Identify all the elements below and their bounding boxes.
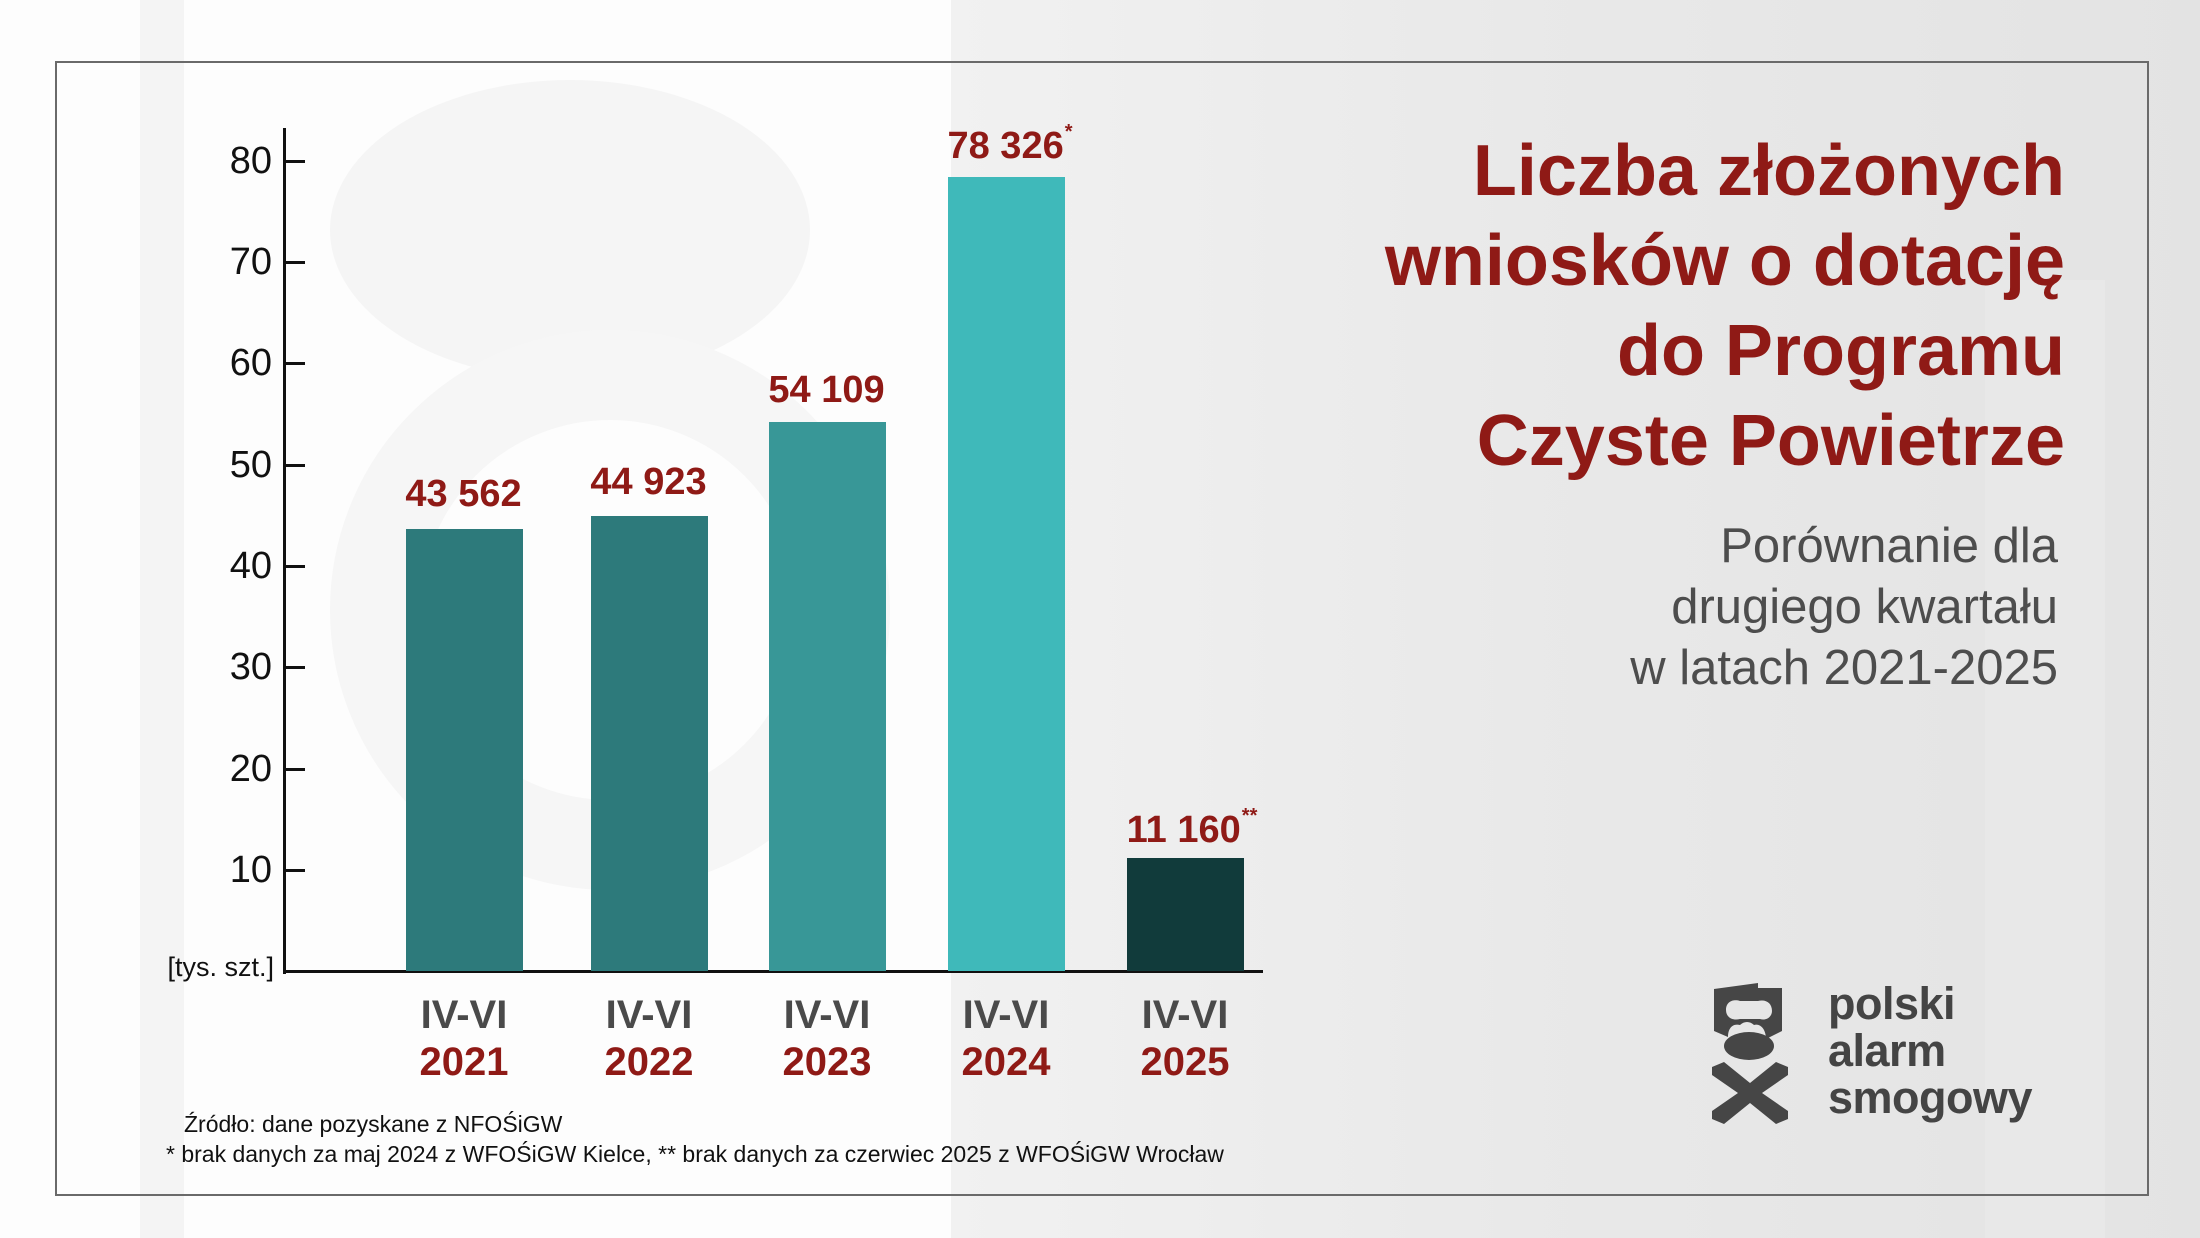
x-label-year: 2023 (782, 1040, 872, 1084)
y-tick-label: 60 (229, 342, 272, 384)
y-tick (285, 362, 305, 365)
y-axis-unit-label: [tys. szt.] (167, 952, 274, 982)
background-stripe (140, 0, 184, 1238)
x-label-period: IV-VI (962, 993, 1050, 1037)
logo-line: alarm (1828, 1025, 1946, 1076)
x-label-period: IV-VI (1141, 993, 1229, 1037)
x-label-year: 2024 (961, 1040, 1051, 1084)
y-tick-label: 70 (229, 241, 272, 283)
bar-value-label: 11 160** (1126, 805, 1258, 851)
x-label-year: 2021 (419, 1040, 509, 1084)
bar-value-label: 78 326* (947, 121, 1073, 167)
y-tick-label: 80 (229, 140, 272, 182)
y-tick-label: 20 (229, 748, 272, 790)
bar-value-label: 44 923 (590, 461, 707, 503)
y-tick (285, 464, 305, 467)
y-tick (285, 261, 305, 264)
logo-line: smogowy (1828, 1072, 2033, 1123)
subtitle-line: drugiego kwartału (1671, 580, 2058, 634)
title-line: wniosków o dotację (1384, 221, 2065, 301)
title-line: Czyste Powietrze (1476, 401, 2065, 481)
footnote-missing-data: * brak danych za maj 2024 z WFOŚiGW Kiel… (166, 1141, 1224, 1167)
logo-text: polski alarm smogowy (1828, 978, 2033, 1123)
source-note: Źródło: dane pozyskane z NFOŚiGW (184, 1111, 563, 1137)
y-axis (283, 128, 286, 974)
subtitle-line: w latach 2021-2025 (1630, 641, 2058, 695)
bar-value-label: 54 109 (768, 369, 885, 411)
subtitle: Porównanie dla drugiego kwartału w latac… (1630, 516, 2058, 699)
logo-line: polski (1828, 978, 1956, 1029)
bar-2025 (1127, 858, 1244, 971)
title-line: Liczba złożonych (1472, 131, 2065, 211)
bar-2022 (591, 516, 708, 971)
background-stripe (1985, 280, 2105, 1238)
y-tick-label: 10 (229, 849, 272, 891)
y-tick (285, 160, 305, 163)
y-tick-label: 40 (229, 545, 272, 587)
y-tick (285, 768, 305, 771)
y-tick (285, 565, 305, 568)
x-label-period: IV-VI (420, 993, 508, 1037)
y-tick (285, 666, 305, 669)
watermark-shape (330, 80, 810, 380)
page-title: Liczba złożonych wniosków o dotację do P… (1385, 126, 2065, 486)
bar-value-label: 43 562 (405, 473, 522, 515)
polski-alarm-smogowy-mask-icon (1712, 983, 1788, 1124)
x-label-period: IV-VI (783, 993, 871, 1037)
bar-2024 (948, 177, 1065, 971)
title-line: do Programu (1616, 311, 2065, 391)
frame-border (55, 61, 2149, 1196)
y-tick-label: 30 (229, 646, 272, 688)
bar-2023 (769, 422, 886, 971)
x-label-period: IV-VI (605, 993, 693, 1037)
x-axis (283, 970, 1263, 973)
x-label-year: 2025 (1140, 1040, 1230, 1084)
y-tick (285, 869, 305, 872)
subtitle-line: Porównanie dla (1720, 519, 2058, 573)
x-label-year: 2022 (604, 1040, 694, 1084)
y-tick-label: 50 (229, 444, 272, 486)
bar-2021 (406, 529, 523, 971)
